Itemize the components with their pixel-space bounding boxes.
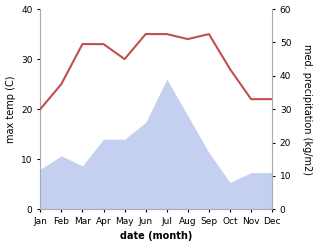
- Y-axis label: med. precipitation (kg/m2): med. precipitation (kg/m2): [302, 44, 313, 175]
- Y-axis label: max temp (C): max temp (C): [5, 75, 16, 143]
- X-axis label: date (month): date (month): [120, 231, 192, 242]
